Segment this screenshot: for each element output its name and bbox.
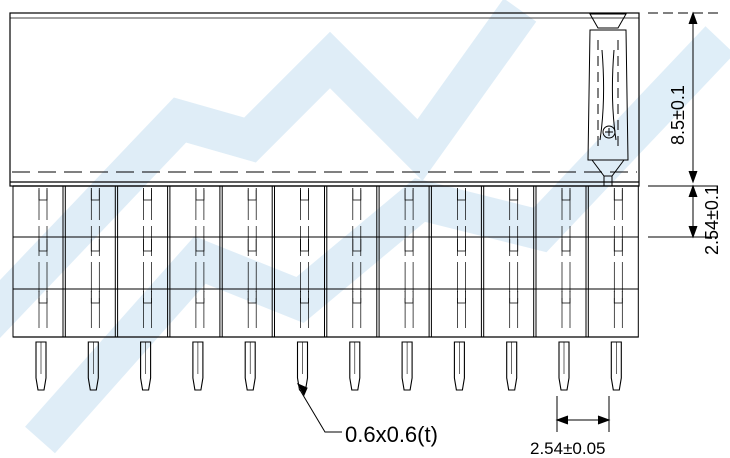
contact-notch	[195, 239, 205, 252]
pin-tail	[192, 341, 204, 391]
pin-tail	[244, 341, 256, 391]
contact-notch	[404, 188, 414, 201]
contact-notch	[613, 239, 623, 252]
pin-column	[169, 185, 221, 391]
column-outline	[12, 185, 64, 338]
pin-tail	[35, 341, 47, 391]
contact-notch	[509, 188, 519, 201]
pin-column	[326, 185, 378, 391]
contact-notch	[300, 239, 309, 252]
contact-notch	[561, 239, 571, 252]
column-outline	[430, 185, 482, 338]
pin-column	[535, 185, 587, 391]
pin-tail	[506, 341, 518, 391]
contact-notch	[38, 188, 48, 201]
contact-notch	[38, 291, 48, 304]
dim-row-pitch	[648, 184, 718, 239]
pin-column	[117, 185, 169, 391]
contact-notch	[143, 291, 152, 304]
contact-plus-icon	[602, 125, 616, 139]
contact-notch	[404, 239, 414, 252]
column-outline	[483, 185, 535, 338]
column-outline	[326, 185, 378, 338]
column-outline	[221, 185, 273, 338]
dim-pin-pitch	[555, 396, 611, 432]
pin-columns	[12, 185, 639, 391]
pin-tail	[349, 341, 361, 391]
contact-notch	[561, 188, 571, 201]
contact-notch	[509, 239, 519, 252]
contact-notch	[143, 188, 152, 201]
contact-notch	[509, 291, 519, 304]
contact-notch	[143, 239, 152, 252]
contact-notch	[613, 188, 623, 201]
contact-notch	[352, 188, 362, 201]
pin-tail	[453, 341, 465, 391]
contact-notch	[195, 291, 205, 304]
column-outline	[378, 185, 430, 338]
label-row-pitch: 2.54±0.1	[702, 185, 722, 255]
contact-notch	[90, 291, 100, 304]
column-outline	[117, 185, 169, 338]
contact-notch	[404, 291, 414, 304]
contact-notch	[247, 239, 257, 252]
contact-notch	[247, 188, 257, 201]
contact-notch	[300, 188, 309, 201]
contact-notch	[38, 239, 48, 252]
pin-tail	[610, 341, 622, 391]
contact-notch	[457, 239, 466, 252]
pin-tail	[401, 341, 413, 391]
contact-notch	[457, 291, 466, 304]
column-outline	[587, 185, 639, 338]
contact-notch	[195, 188, 205, 201]
contact-detail	[587, 13, 629, 186]
label-pin-pitch: 2.54±0.05	[530, 439, 606, 458]
contact-notch	[90, 239, 100, 252]
contact-notch	[561, 291, 571, 304]
dim-body-height	[648, 11, 718, 184]
pin-tail	[140, 341, 152, 391]
contact-notch	[457, 188, 466, 201]
label-pin-size: 0.6x0.6(t)	[345, 422, 438, 447]
contact-notch	[613, 291, 623, 304]
label-body-height: 8.5±0.1	[668, 85, 688, 145]
pin-tail	[558, 341, 570, 391]
pin-column	[587, 185, 639, 391]
contact-notch	[300, 291, 309, 304]
pin-column	[378, 185, 430, 391]
column-outline	[274, 185, 325, 338]
dim-pin-size-leader	[296, 382, 342, 433]
column-outline	[64, 185, 116, 338]
pin-column	[483, 185, 535, 391]
contact-notch	[352, 239, 362, 252]
pin-column	[64, 185, 116, 391]
pin-column	[430, 185, 482, 391]
contact-notch	[247, 291, 257, 304]
column-outline	[535, 185, 587, 338]
pin-column	[12, 185, 64, 391]
contact-notch	[90, 188, 100, 201]
contact-notch	[352, 291, 362, 304]
pin-tail	[87, 341, 99, 391]
column-outline	[169, 185, 221, 338]
pin-column	[221, 185, 273, 391]
